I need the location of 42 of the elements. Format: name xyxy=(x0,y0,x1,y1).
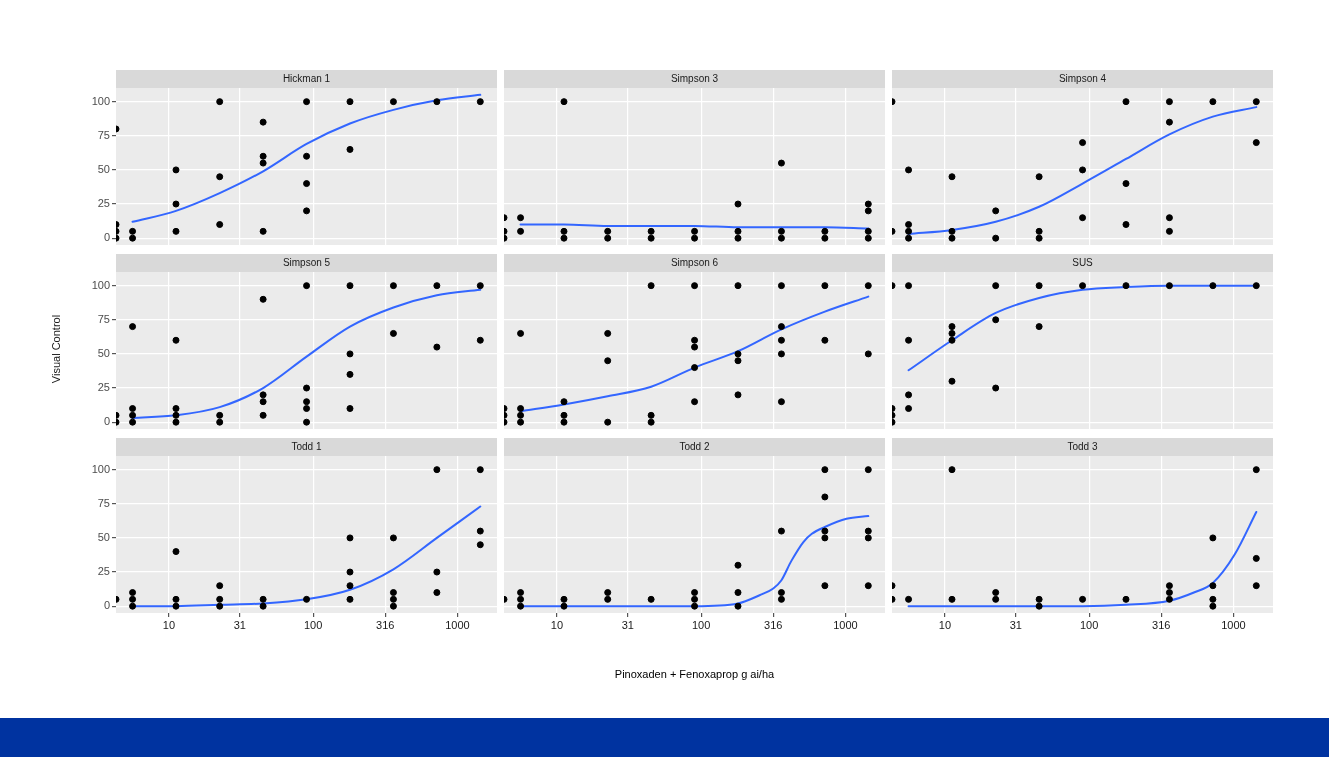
chart-title: Simpson 4 xyxy=(892,70,1273,88)
x-tick-label: 316 xyxy=(1152,618,1171,631)
y-tick-label: 25 xyxy=(97,197,110,210)
line-series xyxy=(131,93,482,223)
y-tick-label: 50 xyxy=(97,530,110,543)
x-tick-label: 1000 xyxy=(833,618,858,631)
x-tick-label: 10 xyxy=(550,618,564,631)
x-tick-label: 31 xyxy=(1009,618,1022,631)
chart-title: Todd 1 xyxy=(116,438,497,456)
x-tick-label: 100 xyxy=(691,618,711,631)
y-tick-label: 50 xyxy=(97,346,110,359)
y-tick-label: 75 xyxy=(97,312,110,325)
x-tick-label: 316 xyxy=(764,618,783,631)
y-tick-label: 0 xyxy=(103,231,110,244)
x-tick-label: 100 xyxy=(303,618,323,631)
y-tick-label: 25 xyxy=(97,381,110,394)
chart-title: Todd 2 xyxy=(504,438,885,456)
x-tick-label: 1000 xyxy=(445,618,470,631)
x-tick-label: 31 xyxy=(233,618,246,631)
chart-title: Simpson 5 xyxy=(116,254,497,272)
y-tick-label: 25 xyxy=(97,565,110,578)
x-tick-label: 31 xyxy=(621,618,634,631)
x-tick-label: 10 xyxy=(162,618,176,631)
y-tick-label: 100 xyxy=(91,278,110,291)
x-tick-label: 10 xyxy=(938,618,952,631)
chart-title: Hickman 1 xyxy=(116,70,497,88)
y-tick-label: 100 xyxy=(91,462,110,475)
chart-title: Simpson 3 xyxy=(504,70,885,88)
x-tick-label: 316 xyxy=(376,618,395,631)
y-tick-label: 75 xyxy=(97,128,110,141)
chart-title: Todd 3 xyxy=(892,438,1273,456)
chart-title: Simpson 6 xyxy=(504,254,885,272)
y-tick-label: 75 xyxy=(97,496,110,509)
x-axis-title: Pinoxaden + Fenoxaprop g ai/ha xyxy=(613,668,776,680)
y-tick-label: 0 xyxy=(103,599,110,612)
x-tick-label: 1000 xyxy=(1221,618,1246,631)
chart-title: SUS xyxy=(892,254,1273,272)
y-axis-title: Visual Control xyxy=(50,313,62,385)
y-tick-label: 50 xyxy=(97,162,110,175)
y-tick-label: 0 xyxy=(103,415,110,428)
x-tick-label: 100 xyxy=(1079,618,1099,631)
y-tick-label: 100 xyxy=(91,94,110,107)
